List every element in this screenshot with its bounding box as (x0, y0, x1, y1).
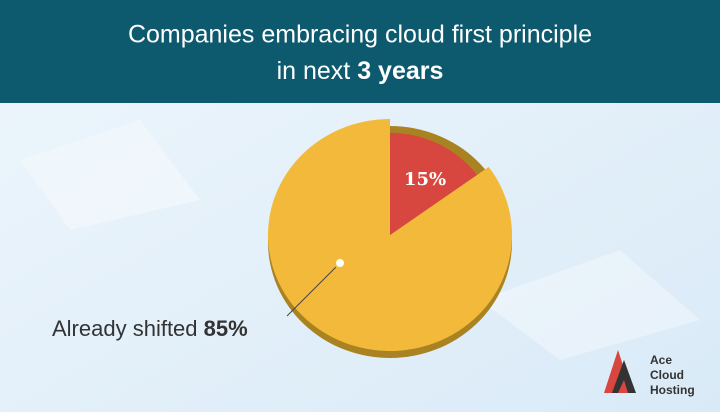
logo-text: Hosting (650, 383, 695, 397)
title: Companies embracing cloud first principl… (128, 21, 592, 49)
subtitle-emphasis: 3 years (357, 57, 443, 85)
decor (480, 250, 700, 360)
pie: 15% Already shifted 85% (52, 119, 513, 358)
subtitle: in next 3 years (277, 57, 444, 85)
pie-slice (390, 132, 477, 235)
decor (20, 120, 200, 230)
leader-line (286, 262, 341, 317)
header (0, 0, 720, 103)
leader-dot (334, 257, 346, 269)
value-label: 15% (404, 169, 446, 190)
value-label: 85% (204, 316, 248, 341)
logo-mark (612, 360, 636, 393)
logo-text: Cloud (650, 368, 684, 382)
category-label: Already shifted 85% (52, 316, 248, 341)
logo-text: Ace (650, 353, 672, 367)
subtitle-text: in next (277, 57, 351, 85)
pie-slice (268, 119, 513, 351)
logo: Ace Cloud Hosting (604, 350, 695, 397)
category-name: Already shifted (52, 316, 198, 341)
